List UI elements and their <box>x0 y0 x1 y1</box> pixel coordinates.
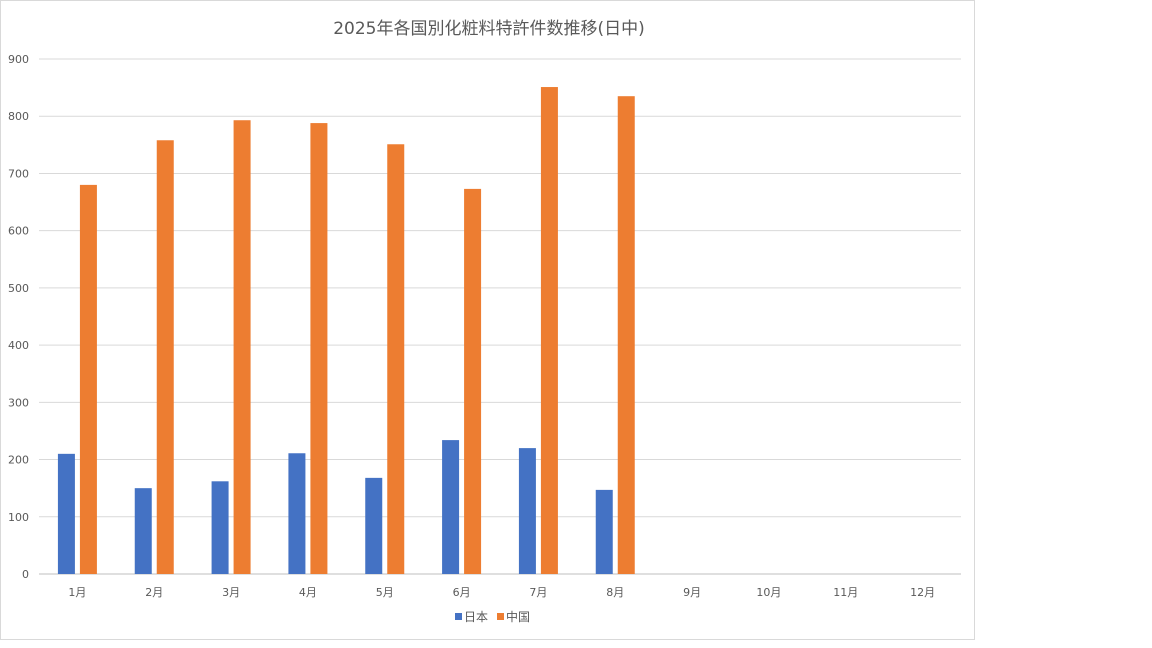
y-tick-label: 400 <box>8 339 29 352</box>
bar-japan <box>518 448 536 574</box>
y-tick-label: 900 <box>8 53 29 66</box>
x-axis-ticks: 1月 2月 3月 4月 5月 6月 7月 8月 9月 10月 11月 12月 <box>68 586 935 599</box>
x-tick-label: 5月 <box>376 586 394 599</box>
y-tick-label: 300 <box>8 396 29 409</box>
bar-china <box>79 184 97 574</box>
chart-title: 2025年各国別化粧料特許件数推移(日中) <box>333 19 645 39</box>
legend-label: 中国 <box>506 609 530 624</box>
legend-swatch <box>455 613 462 620</box>
x-tick-label: 3月 <box>222 586 240 599</box>
bars <box>57 87 635 575</box>
chart-area: 2025年各国別化粧料特許件数推移(日中) 0 100 200 300 400 500 60… <box>0 0 975 640</box>
legend-swatch <box>497 613 504 620</box>
y-tick-label: 0 <box>22 568 29 581</box>
x-tick-label: 7月 <box>529 586 547 599</box>
bar-china <box>233 120 251 574</box>
x-tick-label: 10月 <box>756 586 781 599</box>
bar-japan <box>134 488 152 574</box>
bar-china <box>617 96 635 574</box>
legend-label: 日本 <box>464 610 488 624</box>
x-tick-label: 1月 <box>68 586 86 599</box>
gridlines <box>39 58 961 575</box>
x-tick-label: 6月 <box>453 586 471 599</box>
y-tick-label: 200 <box>8 454 29 467</box>
bar-japan <box>288 453 306 574</box>
bar-japan <box>595 489 613 574</box>
bar-china <box>156 140 174 574</box>
x-tick-label: 8月 <box>606 586 624 599</box>
x-tick-label: 12月 <box>910 586 935 599</box>
bar-chart: 2025年各国別化粧料特許件数推移(日中) 0 100 200 300 400 500 60… <box>8 19 961 624</box>
x-tick-label: 2月 <box>145 586 163 599</box>
bar-china <box>310 123 328 574</box>
y-axis-ticks: 0 100 200 300 400 500 600 700 800 900 <box>8 53 29 581</box>
y-tick-label: 700 <box>8 167 29 180</box>
bar-china <box>387 144 405 574</box>
bar-japan <box>57 453 75 574</box>
legend: 日本 中国 <box>455 609 530 624</box>
bar-japan <box>365 477 383 574</box>
y-tick-label: 500 <box>8 282 29 295</box>
y-tick-label: 100 <box>8 511 29 524</box>
x-tick-label: 9月 <box>683 586 701 599</box>
bar-japan <box>211 481 229 574</box>
x-tick-label: 11月 <box>833 586 858 599</box>
bar-china <box>464 188 482 574</box>
y-tick-label: 600 <box>8 225 29 238</box>
x-tick-label: 4月 <box>299 586 317 599</box>
y-tick-label: 800 <box>8 110 29 123</box>
bar-japan <box>442 440 460 574</box>
bar-china <box>540 87 558 575</box>
